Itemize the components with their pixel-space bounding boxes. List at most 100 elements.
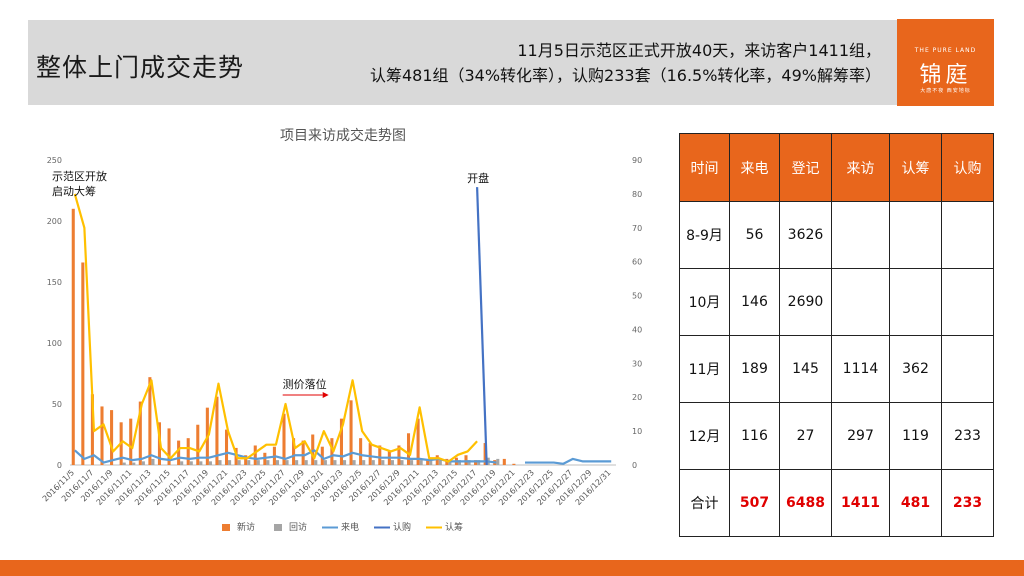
bar-回访 [275, 460, 280, 465]
table-cell: 8-9月 [679, 201, 730, 269]
legend-label-来电: 来电 [341, 521, 359, 533]
table-header-cell: 来访 [831, 133, 890, 202]
table-cell [889, 201, 942, 269]
table-row: 11月 189 145 1114 362 [679, 335, 994, 403]
table-header-cell: 认筹 [889, 133, 942, 202]
bar-回访 [180, 461, 184, 465]
annotation-demo-open-2: 启动大筹 [52, 184, 96, 198]
table-header-cell: 认购 [941, 133, 994, 202]
bar-回访 [381, 460, 385, 465]
bar-回访 [151, 458, 155, 465]
annotation-arrow-head [322, 392, 329, 398]
line-来电 [74, 449, 497, 464]
table-cell: 189 [729, 335, 780, 403]
visit-deal-trend-chart: 项目来访成交走势图 0 50 100 150 200 250 0 10 20 30 40 50 60 70 8… [41, 127, 642, 533]
bar-回访 [228, 460, 232, 465]
bar-回访 [256, 460, 260, 465]
legend-swatch-新访 [222, 524, 230, 531]
table-cell: 3626 [779, 201, 832, 269]
line-来电 [525, 457, 612, 465]
bar-新访 [71, 208, 75, 466]
table-total-label: 合计 [679, 469, 730, 537]
bar-新访 [90, 394, 94, 465]
bar-回访 [410, 460, 414, 465]
header-bar: 整体上门成交走势 11月5日示范区正式开放40天，来访客户1411组， 认筹48… [28, 20, 993, 105]
bar-新访 [512, 463, 516, 465]
bar-回访 [199, 461, 203, 465]
bar-回访 [141, 461, 145, 465]
table-total-cell: 233 [941, 469, 994, 537]
bar-回访 [323, 460, 327, 465]
bar-新访 [339, 418, 343, 465]
bar-新访 [474, 460, 478, 465]
table-cell: 362 [889, 335, 942, 403]
y-right-tick-label: 0 [632, 461, 637, 470]
y-left-tick-label: 200 [47, 217, 62, 226]
bar-回访 [457, 460, 462, 465]
brand-logo: THE PURE LAND 锦庭 大唐不夜 西安地标 [897, 19, 994, 106]
legend-label-新访: 新访 [237, 521, 255, 533]
bar-回访 [419, 460, 423, 465]
table-header-cell: 来电 [729, 133, 780, 202]
bar-新访 [129, 418, 133, 465]
legend-label-回访: 回访 [289, 522, 307, 533]
bar-新访 [397, 445, 401, 465]
bar-新访 [224, 429, 229, 465]
table-cell: 116 [729, 402, 780, 470]
bar-新访 [244, 455, 248, 465]
bar-新访 [502, 458, 506, 465]
summary-line-1: 11月5日示范区正式开放40天，来访客户1411组， [517, 41, 881, 60]
bar-回访 [448, 460, 452, 465]
bar-回访 [496, 458, 500, 465]
y-right-tick-label: 60 [632, 258, 642, 267]
bar-回访 [122, 462, 126, 465]
y-left-tick-label: 150 [47, 278, 62, 287]
monthly-summary-table: 时间 来电 登记 来访 认筹 认购 8-9月 56 3626 10月 146 2690 11月 189 1… [679, 133, 994, 537]
bar-新访 [349, 400, 353, 465]
table-cell: 11月 [679, 335, 730, 403]
table-total-cell: 481 [889, 469, 942, 537]
y-left-tick-label: 100 [47, 339, 62, 348]
bar-回访 [390, 460, 394, 465]
bar-新访 [311, 434, 315, 465]
bar-回访 [218, 460, 222, 465]
table-total-row: 合计 507 6488 1411 481 233 [679, 469, 994, 537]
y-left-tick-label: 0 [57, 461, 62, 470]
bar-新访 [483, 443, 487, 465]
bar-新访 [148, 377, 152, 465]
bar-回访 [314, 460, 318, 465]
table-cell: 12月 [679, 402, 730, 470]
bar-新访 [186, 438, 190, 465]
y-right-tick-label: 80 [632, 190, 642, 199]
annotation-price-test: 测价落位 [283, 377, 327, 391]
table-row: 8-9月 56 3626 [679, 201, 994, 269]
y-left-tick-label: 250 [47, 156, 62, 165]
y-right-tick-label: 30 [632, 359, 642, 368]
table-total-cell: 6488 [779, 469, 832, 537]
table-cell [889, 268, 942, 336]
bar-新访 [406, 433, 411, 465]
bar-新访 [100, 406, 104, 465]
table-cell [831, 268, 890, 336]
legend-swatch-回访 [274, 524, 282, 531]
bar-回访 [438, 460, 442, 465]
annotation-demo-open: 示范区开放 [52, 169, 107, 183]
bar-回访 [285, 460, 289, 465]
logo-subtitle: 大唐不夜 西安地标 [920, 88, 971, 94]
bar-回访 [343, 460, 347, 465]
bar-新访 [253, 445, 257, 465]
table-cell: 146 [729, 268, 780, 336]
y-right-tick-label: 40 [632, 325, 642, 334]
table-row: 10月 146 2690 [679, 268, 994, 336]
y-left-tick-label: 50 [52, 400, 62, 409]
bar-回访 [189, 461, 193, 465]
table-cell [941, 268, 994, 336]
table-row: 12月 116 27 297 119 233 [679, 402, 994, 470]
table-cell: 119 [889, 402, 942, 470]
table-cell [941, 201, 994, 269]
bar-新访 [320, 446, 324, 465]
bar-新访 [282, 413, 286, 465]
bar-回访 [400, 460, 404, 465]
bar-新访 [378, 445, 382, 465]
